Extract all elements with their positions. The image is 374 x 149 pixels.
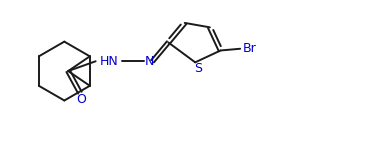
Text: Br: Br <box>243 42 257 55</box>
Text: N: N <box>145 55 154 68</box>
Text: HN: HN <box>100 55 119 68</box>
Text: O: O <box>76 93 86 106</box>
Text: S: S <box>194 62 202 75</box>
